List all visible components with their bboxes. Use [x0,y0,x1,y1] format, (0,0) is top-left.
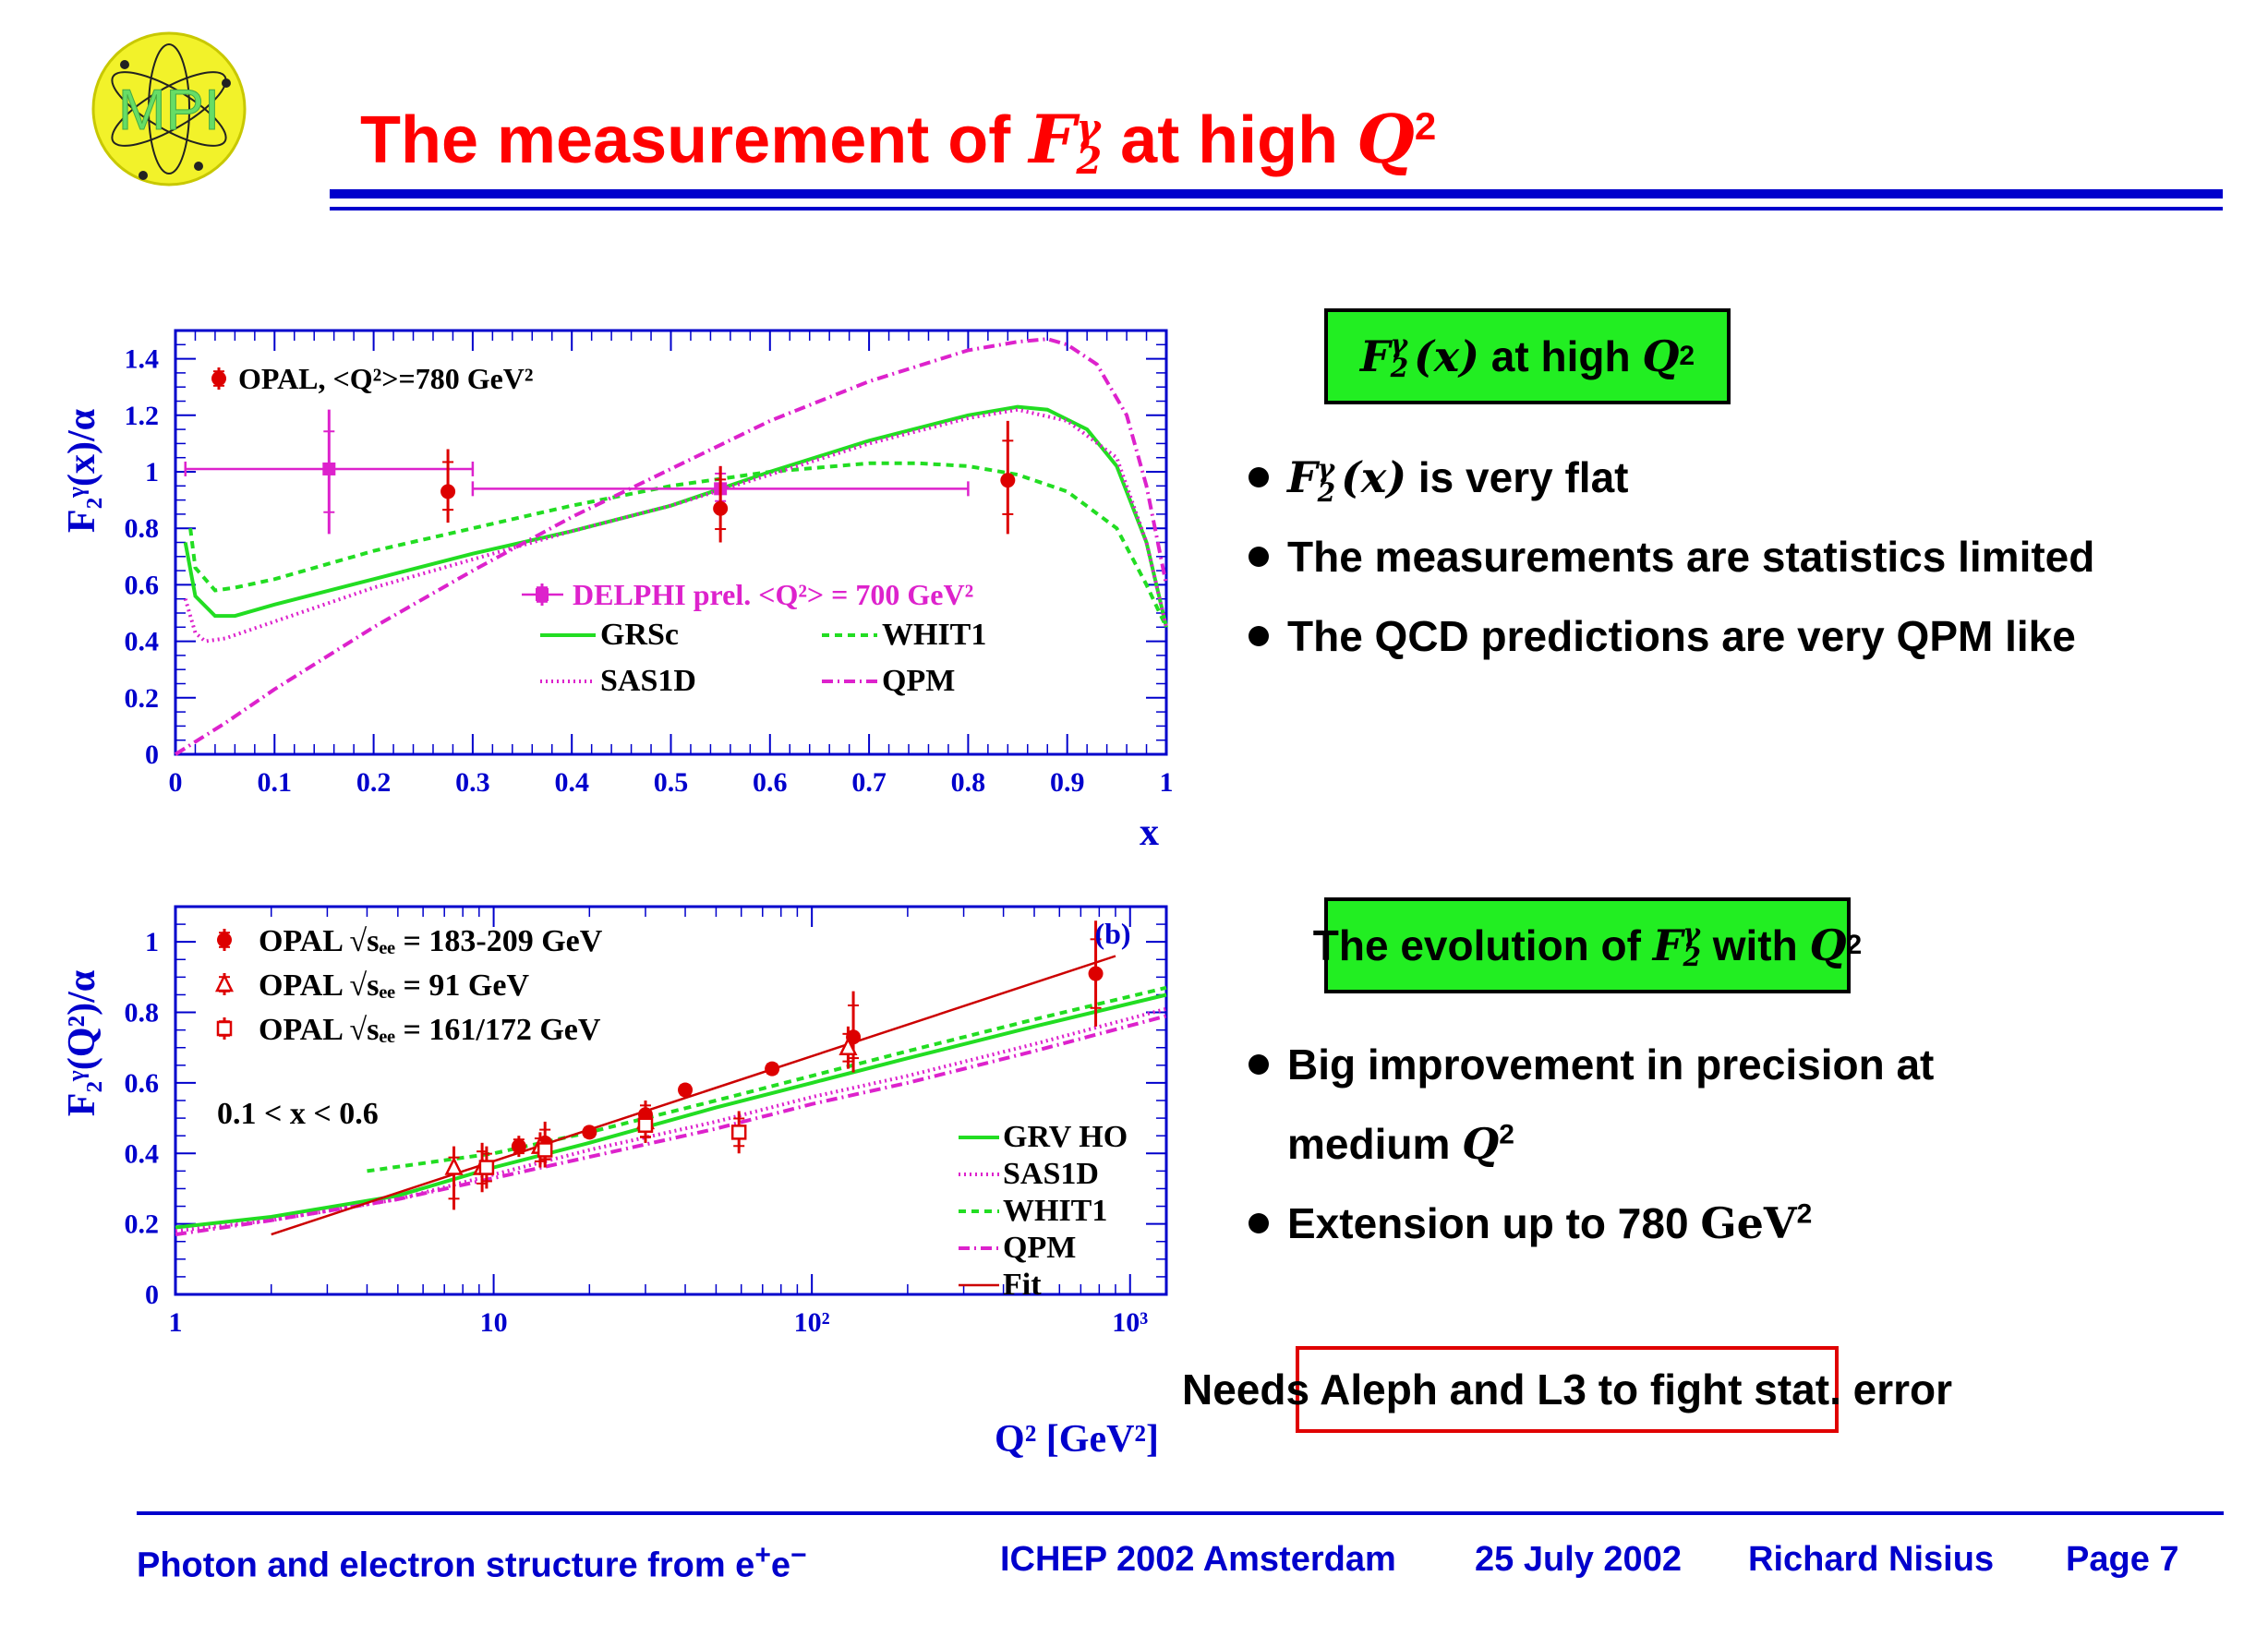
bullet-extension: Extension up to 780 GeV2 [1249,1198,1812,1248]
y-tick-label: 0 [145,1280,159,1310]
x-tick-label: 0.9 [1050,767,1085,798]
mpi-logo: MPI [91,31,247,186]
x-tick-label: 0.8 [951,767,986,798]
footer-date: 25 July 2002 [1475,1540,1682,1579]
bullet-improvement-cont: medium Q2 [1287,1119,1514,1169]
legend-label-fit: Fit [1003,1268,1042,1302]
y-tick-label: 0.6 [125,570,160,600]
y-tick-label: 0.4 [125,627,160,657]
y-tick-label: 0 [145,740,159,770]
legend-183-marker [217,932,232,947]
x-tick-label: 1 [1160,767,1174,798]
x-tick-label: 0.2 [356,767,392,798]
logo-text: MPI [118,78,220,142]
legend-183-label: OPAL √sₑₑ = 183-209 GeV [259,924,603,958]
opal183-point [511,1138,526,1154]
x-axis-label: Q² [GeV²] [995,1418,1159,1459]
x-tick-label: 0.7 [851,767,887,798]
y-tick-label: 1 [145,457,159,487]
footer-page: Page 7 [2066,1540,2179,1579]
x-tick-label: 10 [480,1307,508,1338]
x-tick-label: 0.4 [554,767,589,798]
chart-f2-vs-x: 0 0.1 0.2 0.3 0.4 0.5 0.6 0.7 0.8 0.9 1 0 0.2 0.4 0.6 0… [61,329,1174,854]
opal91-point [838,1036,858,1055]
opal91-point [444,1156,464,1175]
opal-point [1000,473,1016,488]
footer-author: Richard Nisius [1748,1540,1995,1579]
y-axis-label: F₂ᵞ(Q²)/α [61,969,103,1116]
note-box: Needs Aleph and L3 to fight stat. error [1182,1346,1952,1433]
legend-delphi-marker [536,588,549,601]
y-tick-label: 1 [145,927,159,957]
x-tick-label: 0.1 [258,767,293,798]
y-axis-label: F₂ᵞ(x)/α [61,408,103,533]
bullet-improvement: Big improvement in precision at [1249,1040,1934,1089]
opal183-point [582,1125,597,1140]
legend-label-sas1d: SAS1D [600,664,696,698]
series-qpm [175,1014,1167,1237]
y-tick-label: 0.4 [125,1138,160,1169]
y-tick-label: 0.6 [125,1068,160,1099]
series-sas1d [175,1006,1167,1233]
chart-f2-vs-q2: 1 10 10² 10³ 0 0.2 0.4 0.6 0.8 1 OPAL √sₑₑ = 183-2… [61,905,1168,1459]
series-sas1d [183,407,1168,644]
x-tick-label: 10³ [1112,1307,1148,1338]
legend-label-grv-ho: GRV HO [1003,1120,1128,1154]
legend-delphi-label: DELPHI prel. <Q²> = 700 GeV² [573,578,973,611]
x-tick-label: 0.3 [455,767,490,798]
x-tick-label: 0.5 [654,767,689,798]
x-tick-label: 10² [794,1307,830,1338]
opal161-point [478,1160,495,1175]
cut-label: 0.1 < x < 0.6 [217,1097,379,1131]
legend-label-grsc: GRSc [600,618,679,652]
y-tick-label: 0.2 [125,683,160,714]
y-tick-label: 1.2 [125,401,160,431]
y-tick-label: 0.2 [125,1209,160,1240]
y-tick-label: 0.8 [125,998,160,1028]
x-axis-label: x [1140,812,1159,854]
bullet-qpm-like: The QCD predictions are very QPM like [1249,611,2076,661]
legend-opal-marker [211,371,226,386]
opal183-point [678,1082,694,1098]
y-tick-label: 1.4 [125,344,160,375]
footer-conference: ICHEP 2002 Amsterdam [1000,1540,1396,1579]
opal-point [713,500,729,516]
legend-label-whit1: WHIT1 [1003,1194,1107,1228]
title-rule-thick [330,189,2223,198]
legend-label-sas1d: SAS1D [1003,1157,1099,1191]
opal161-point [730,1125,747,1140]
opal183-point [765,1061,780,1077]
x-tick-label: 0 [169,767,183,798]
legend-91-label: OPAL √sₑₑ = 91 GeV [259,968,529,1003]
series-qpm [174,337,1168,756]
series-whit1 [367,985,1167,1173]
x-tick-label: 0.6 [753,767,788,798]
legend-label-qpm: QPM [1003,1231,1076,1265]
legend-label-whit1: WHIT1 [882,618,986,652]
opal161-point [537,1142,553,1158]
footer-topic: Photon and electron structure from e+e− [137,1540,807,1585]
bullet-stat-limited: The measurements are statistics limited [1249,532,2094,582]
opal161-point [637,1117,654,1133]
series-fit [271,955,1116,1236]
footer-rule [137,1511,2224,1515]
legend-161-marker [216,1020,233,1037]
y-tick-label: 0.8 [125,513,160,544]
legend-label-qpm: QPM [882,664,955,698]
x-tick-label: 1 [169,1307,183,1338]
panel-tag: (b) [1094,917,1130,950]
title-rule-thin [330,207,2223,211]
legend-161-label: OPAL √sₑₑ = 161/172 GeV [259,1013,601,1047]
legend-91-marker [214,973,235,992]
legend-opal-label: OPAL, <Q²>=780 GeV² [238,362,534,395]
delphi-point [322,462,336,475]
opal-point [440,484,456,499]
opal183-point [1088,966,1104,981]
